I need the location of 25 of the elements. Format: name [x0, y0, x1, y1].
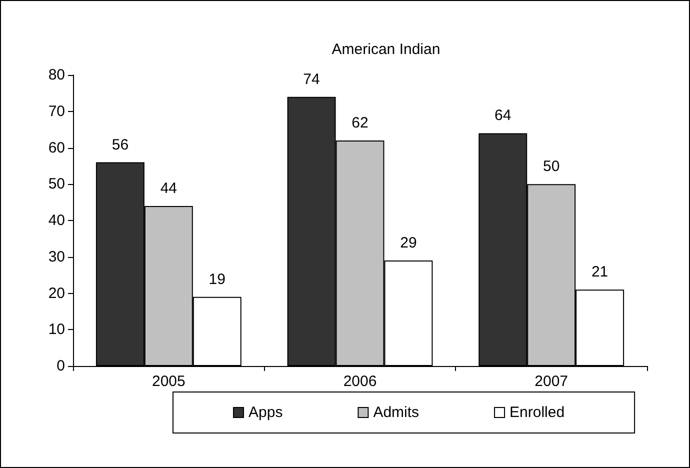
legend-label: Apps: [248, 404, 283, 421]
data-label: 74: [303, 70, 320, 88]
data-label: 56: [112, 136, 129, 154]
x-tick-label: 2007: [534, 373, 568, 390]
legend-label: Admits: [373, 404, 420, 421]
x-tick-label: 2006: [343, 373, 377, 390]
data-label: 44: [160, 180, 178, 197]
data-label: 29: [400, 234, 417, 252]
data-label: 19: [208, 270, 226, 288]
data-label: 64: [494, 107, 512, 124]
data-label: 50: [542, 158, 560, 176]
legend-label: Enrolled: [510, 404, 565, 421]
y-tick-label: 80: [48, 66, 65, 84]
y-tick-label: 70: [48, 102, 65, 120]
y-tick-label: 20: [48, 284, 65, 302]
y-tick-label: 60: [48, 139, 65, 156]
y-tick-label: 30: [48, 248, 65, 266]
data-label: 62: [352, 114, 368, 132]
y-tick-label: 40: [48, 212, 65, 229]
data-label: 21: [591, 264, 608, 281]
y-tick-label: 50: [48, 176, 65, 193]
y-tick-label: 10: [48, 321, 65, 338]
y-tick-label: 0: [56, 358, 65, 374]
x-tick-label: 2005: [152, 373, 186, 390]
chart-title: American Indian: [332, 41, 440, 58]
